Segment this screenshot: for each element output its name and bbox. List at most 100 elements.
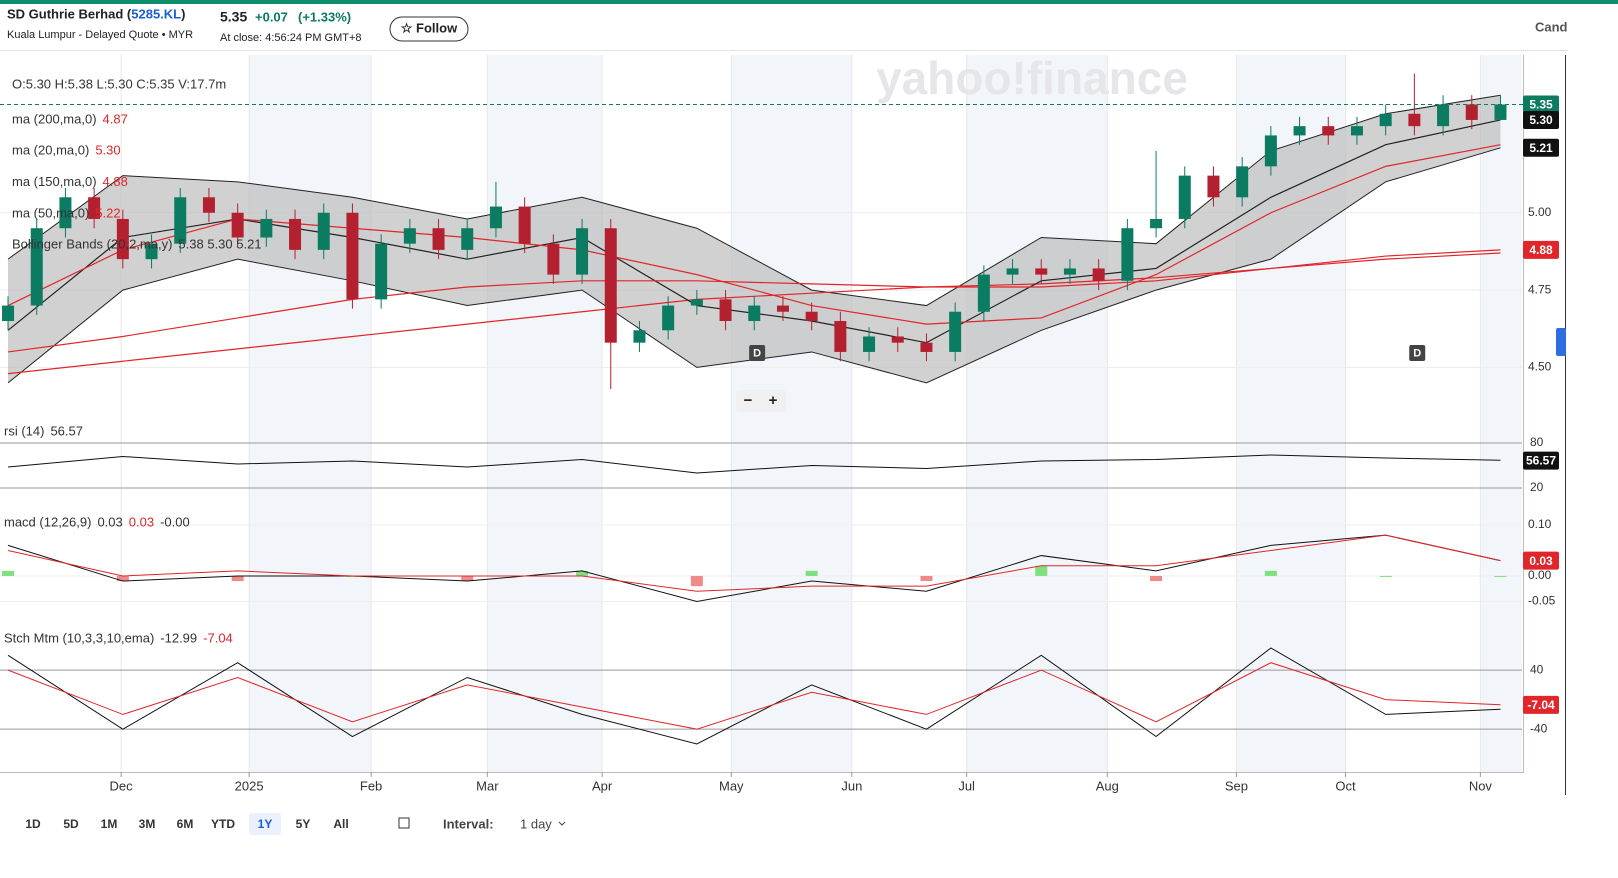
bollinger-upper [7,94,1501,307]
macd-histogram [920,575,933,582]
legend-value: 0.03 [129,514,154,529]
dividend-marker[interactable] [1409,345,1426,361]
range-button[interactable]: YTD [211,817,235,831]
stch-k [7,647,1501,745]
dividend-label[interactable]: D [753,347,761,359]
candle-body [88,197,101,219]
candle-body [662,305,675,331]
x-tick-label: Apr [592,778,613,793]
x-tick-label: Jun [841,778,862,793]
follow-button[interactable] [389,16,469,42]
candle-body [576,228,589,275]
y-tick-label: 40 [1530,662,1544,676]
range-button[interactable]: 1D [25,817,41,831]
x-tick-label: Nov [1469,778,1493,793]
badge-label: 4.88 [1529,243,1553,257]
legend-name: ma (20,ma,0) [12,143,89,158]
macd-histogram [805,570,818,576]
badge-label: 5.21 [1529,141,1553,155]
range-button[interactable]: 3M [139,817,156,831]
range-button[interactable]: 5D [63,817,79,831]
x-tick-label: Feb [360,778,382,793]
y-tick-label: 4.75 [1528,282,1552,296]
candle-body [1322,126,1335,136]
candle-body [1006,268,1019,275]
ohlc-label: O:5.30 H:5.38 L:5.30 C:5.35 V:17.7m [12,76,226,91]
candle-body [1121,228,1134,281]
y-tick-label: 0.00 [1528,568,1552,582]
rsi-line [7,454,1501,474]
subtitle: Kuala Lumpur - Delayed Quote • MYR [7,29,193,41]
close-time: At close: 4:56:24 PM GMT+8 [220,32,362,44]
y-tick-label: -0.05 [1528,594,1556,608]
top-bar [0,0,1618,4]
divider [0,50,1568,51]
title: SD Guthrie Berhad ( [7,6,132,21]
macd-histogram [231,575,244,582]
legend-value: -0.00 [160,514,190,529]
month-band [731,55,852,772]
candle-body [1178,175,1191,219]
macd-line [7,534,1501,602]
candle-body [116,218,129,260]
change-pct: (+1.33%) [298,9,351,24]
follow-label[interactable]: ☆ Follow [401,20,458,35]
candle-body [375,243,388,300]
candle-body [977,274,990,312]
candle-body [202,197,215,213]
price: 5.35 [220,9,247,25]
zoom-button[interactable]: + [769,392,778,409]
range-button[interactable]: 6M [177,817,194,831]
x-tick-label: May [719,778,744,793]
month-band [966,55,1108,772]
range-button[interactable]: All [333,817,348,831]
macd-histogram [2,570,15,576]
candle-body [1408,113,1421,127]
candle-body [805,311,818,322]
x-tick-label: Oct [1335,778,1356,793]
candle-body [920,342,933,352]
badge-label: 5.30 [1529,113,1553,127]
y-tick-label: 80 [1530,435,1544,449]
interval-value[interactable]: 1 day [520,816,552,831]
candle-body [30,228,43,306]
candle-body [949,311,962,352]
candle-body [1092,268,1105,281]
candle-body [1207,175,1220,198]
zoom-box [736,390,786,412]
month-shading [249,55,1522,772]
stch-d [7,662,1501,730]
legend-name: Bollinger Bands (20,2,ma,y) [12,236,172,251]
candle-body [1150,218,1163,229]
dividend-label[interactable]: D [1413,347,1421,359]
candle-body [1236,166,1249,198]
candle-body [461,228,474,250]
range-button[interactable]: 5Y [296,817,311,831]
x-tick-label: Dec [110,778,134,793]
macd-histogram [1379,575,1392,577]
range-active [249,813,281,835]
price-badge [1523,551,1559,570]
legend-value: 4.88 [103,174,128,189]
side-tab[interactable] [1556,328,1566,356]
zoom-button[interactable]: − [744,392,753,409]
interval-label: Interval: [443,816,494,831]
legend-name: ma (50,ma,0) [12,205,89,220]
candle-body [1293,126,1306,136]
candle-body [1379,113,1392,127]
candle-body [719,299,732,322]
price-badge [1523,451,1559,470]
candle-body [748,305,761,322]
y-tick-label: 4.50 [1528,360,1552,374]
chart-type[interactable]: Cand [1535,19,1568,34]
dividend-marker[interactable] [749,345,766,361]
calendar-icon[interactable] [398,817,410,829]
range-button[interactable]: 1M [101,817,118,831]
chevron [558,821,566,826]
legend-name: macd (12,26,9) [4,514,91,529]
y-tick-label: 20 [1530,480,1544,494]
candle-body [260,218,273,238]
candle-body [174,197,187,244]
range-button[interactable]: 1Y [258,817,273,831]
